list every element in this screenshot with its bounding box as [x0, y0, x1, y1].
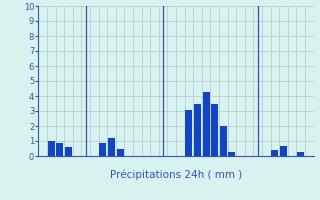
Bar: [280, 146, 287, 156]
X-axis label: Précipitations 24h ( mm ): Précipitations 24h ( mm ): [110, 170, 242, 180]
Bar: [186, 110, 192, 156]
Bar: [108, 138, 115, 156]
Bar: [211, 104, 218, 156]
Bar: [271, 150, 278, 156]
Bar: [100, 142, 106, 156]
Bar: [203, 92, 210, 156]
Bar: [220, 126, 227, 156]
Bar: [56, 143, 63, 156]
Bar: [48, 141, 55, 156]
Bar: [228, 152, 235, 156]
Bar: [117, 149, 124, 156]
Bar: [194, 104, 201, 156]
Bar: [65, 147, 72, 156]
Bar: [297, 152, 304, 156]
